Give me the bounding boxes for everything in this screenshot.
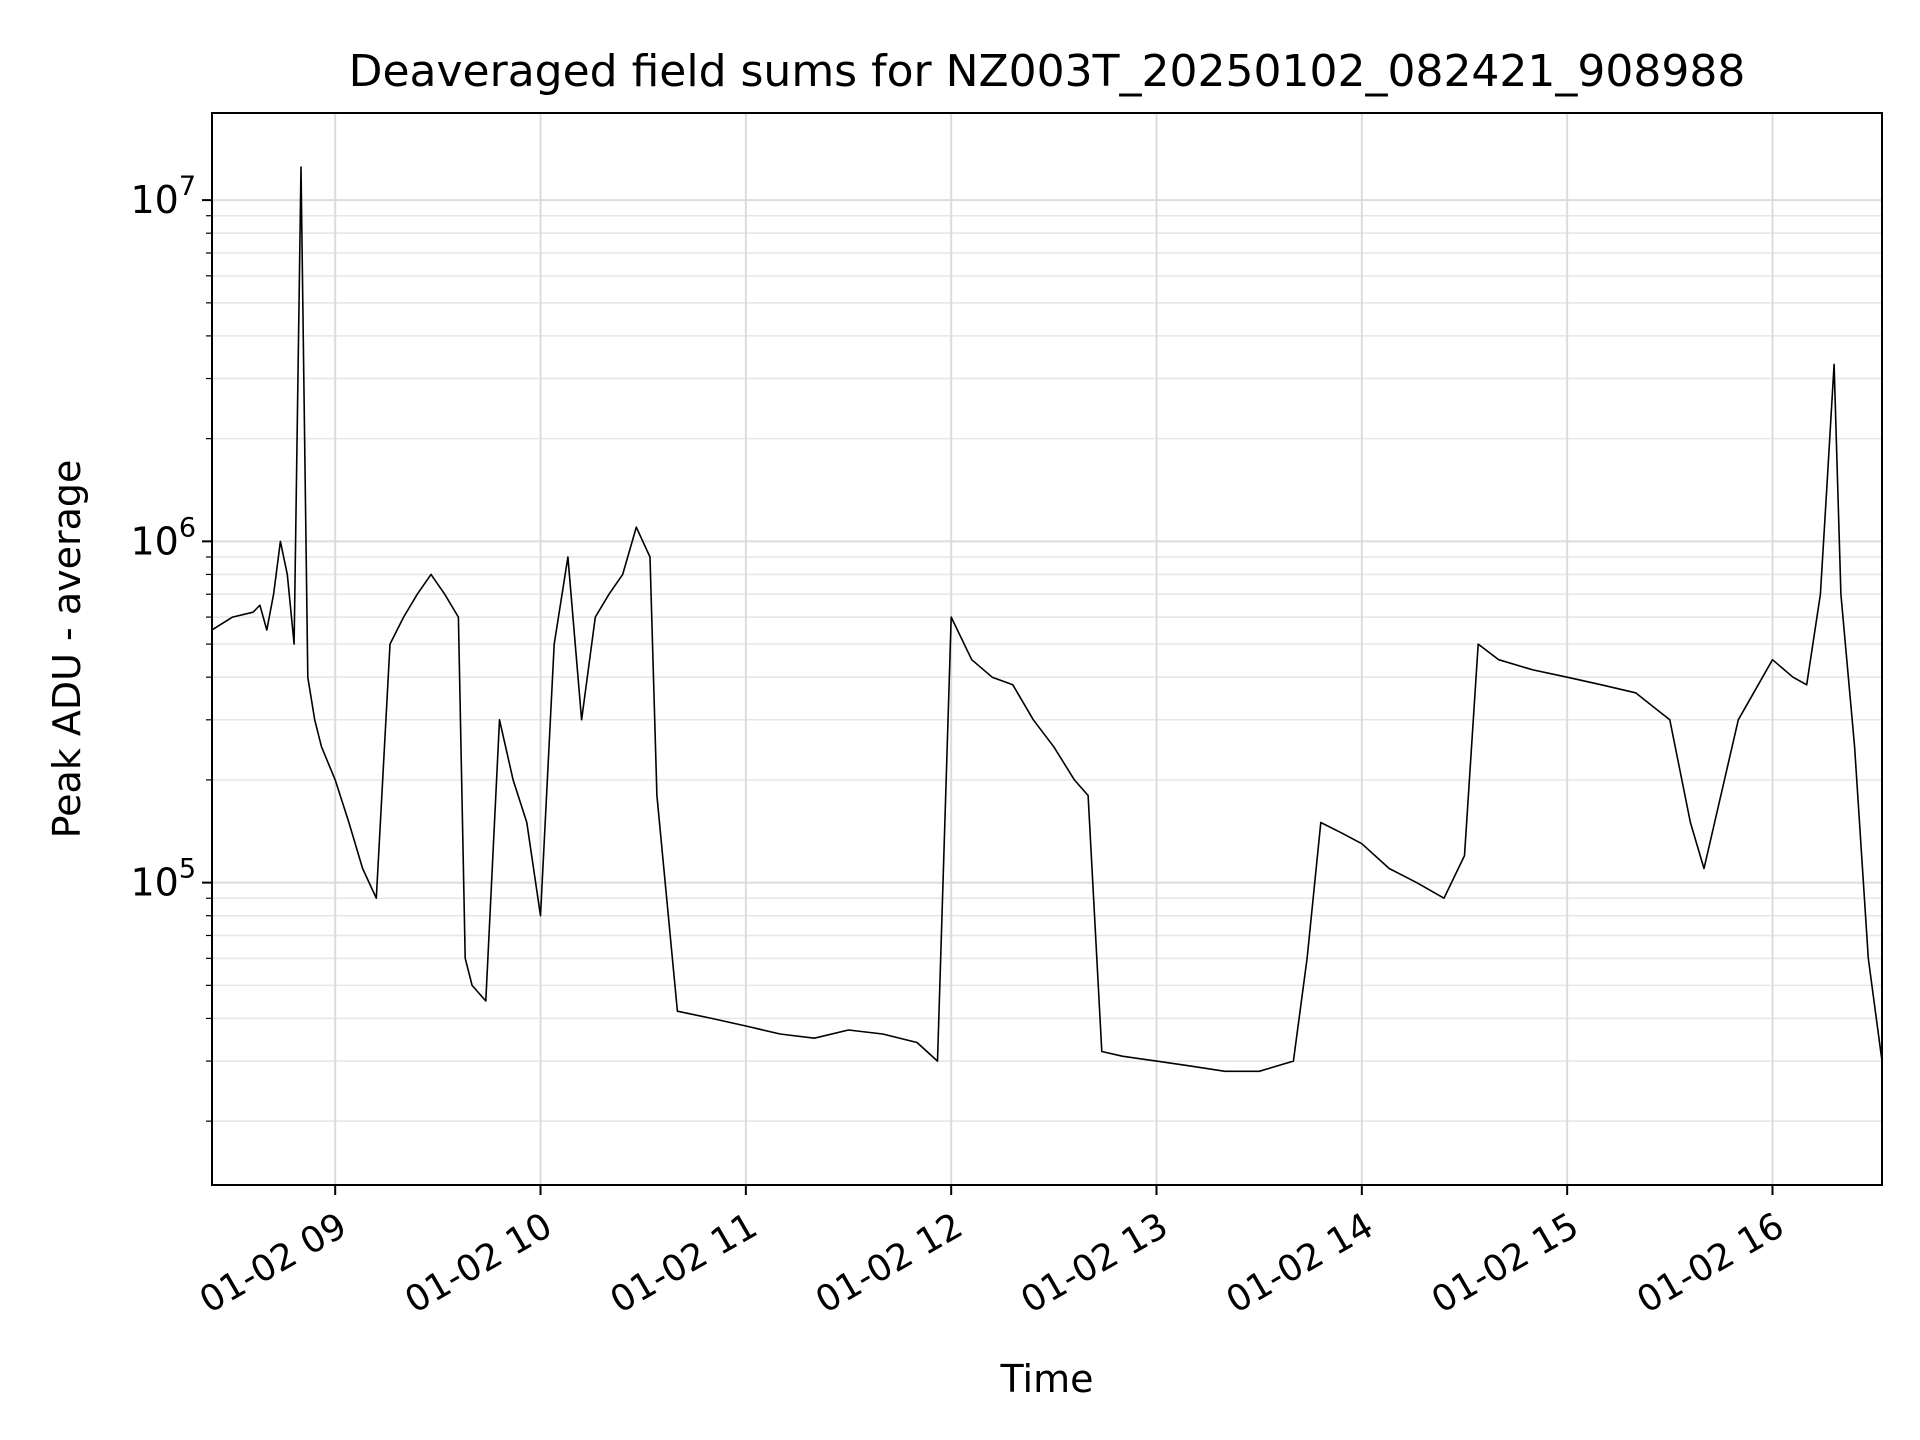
x-axis-ticks: 01-02 09 01-02 10 01-02 11 01-02 12 01-02 13… (193, 1185, 1791, 1322)
grid-major (212, 113, 1882, 1185)
x-tick-label: 01-02 09 (193, 1205, 354, 1321)
chart-title: Deaveraged field sums for NZ003T_2025010… (349, 46, 1746, 97)
x-tick-label: 01-02 10 (398, 1205, 559, 1321)
x-tick-label: 01-02 13 (1014, 1205, 1175, 1321)
x-tick-label: 01-02 15 (1425, 1205, 1586, 1321)
x-tick-label: 01-02 16 (1630, 1205, 1791, 1321)
y-tick-label-exponent: 6 (179, 512, 196, 543)
y-tick-label: 107 (130, 171, 196, 222)
y-tick-label: 105 (130, 854, 196, 905)
grid-minor (212, 214, 1882, 1122)
y-tick-label-base: 10 (130, 178, 178, 222)
series-line (212, 166, 1882, 1073)
x-axis-label: Time (1000, 1357, 1094, 1401)
y-tick-label-base: 10 (130, 861, 178, 905)
y-axis-label: Peak ADU - average (45, 460, 89, 839)
series-layer (212, 166, 1882, 1073)
y-tick-label: 106 (130, 512, 196, 563)
x-tick-label: 01-02 14 (1220, 1205, 1381, 1321)
x-tick-label: 01-02 11 (604, 1205, 765, 1321)
y-tick-label-exponent: 7 (179, 171, 196, 202)
x-tick-label: 01-02 12 (809, 1205, 970, 1321)
y-tick-label-base: 10 (130, 519, 178, 563)
y-tick-label-exponent: 5 (179, 854, 196, 885)
plot-frame (211, 112, 1883, 1186)
